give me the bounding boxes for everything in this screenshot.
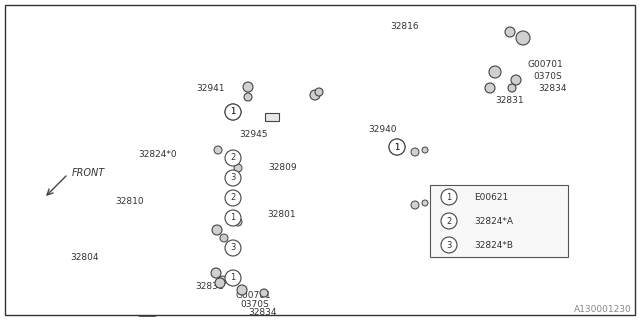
Text: 1: 1 (230, 213, 236, 222)
Circle shape (485, 83, 495, 93)
Circle shape (260, 289, 268, 297)
Text: 1: 1 (446, 193, 452, 202)
Text: 32824*A: 32824*A (474, 217, 513, 226)
Circle shape (212, 225, 222, 235)
Bar (227, 156, 239, 161)
Text: 2: 2 (446, 217, 452, 226)
Text: 32831: 32831 (195, 282, 223, 291)
Circle shape (411, 201, 419, 209)
Circle shape (225, 190, 241, 206)
Text: 1: 1 (394, 142, 399, 151)
Bar (227, 196, 239, 201)
Text: 32804: 32804 (70, 253, 99, 262)
Polygon shape (237, 148, 415, 172)
Text: 2: 2 (230, 194, 236, 203)
Text: 1: 1 (230, 108, 236, 116)
Circle shape (225, 170, 241, 186)
Circle shape (225, 104, 241, 120)
Circle shape (422, 147, 428, 153)
Circle shape (441, 189, 457, 205)
Circle shape (489, 66, 501, 78)
Text: 32834: 32834 (248, 308, 276, 317)
Circle shape (211, 268, 221, 278)
Text: 32824*0: 32824*0 (138, 150, 177, 159)
Text: E00621: E00621 (474, 193, 508, 202)
Bar (229, 216, 237, 220)
Text: 2: 2 (230, 154, 236, 163)
Bar (229, 246, 237, 250)
Text: 32801: 32801 (267, 210, 296, 219)
Text: 1: 1 (394, 142, 399, 151)
Circle shape (219, 276, 227, 284)
Text: FRONT: FRONT (72, 168, 105, 178)
Text: 3: 3 (446, 241, 452, 250)
Text: 32941: 32941 (196, 84, 225, 93)
Circle shape (225, 270, 241, 286)
Text: A130001230: A130001230 (574, 305, 632, 314)
Circle shape (508, 84, 516, 92)
Text: 0370S: 0370S (533, 72, 562, 81)
Circle shape (243, 82, 253, 92)
Circle shape (315, 88, 323, 96)
Text: 1: 1 (230, 108, 236, 116)
Circle shape (225, 240, 241, 256)
Circle shape (244, 93, 252, 101)
Text: G00701: G00701 (235, 291, 271, 300)
Circle shape (214, 146, 222, 154)
Circle shape (511, 75, 521, 85)
Bar (265, 113, 279, 121)
Circle shape (225, 104, 241, 120)
Circle shape (215, 278, 225, 288)
Circle shape (389, 139, 405, 155)
Circle shape (441, 213, 457, 229)
Bar (430, 185, 568, 257)
Text: 32809: 32809 (268, 163, 296, 172)
Circle shape (422, 200, 428, 206)
Text: 3: 3 (230, 244, 236, 252)
Circle shape (225, 210, 241, 226)
Circle shape (441, 237, 457, 253)
Text: 32816: 32816 (390, 22, 419, 31)
Circle shape (411, 148, 419, 156)
Text: 1: 1 (230, 274, 236, 283)
Text: 32824*B: 32824*B (474, 241, 513, 250)
Text: 32810: 32810 (115, 197, 143, 206)
Text: 3: 3 (230, 173, 236, 182)
Circle shape (389, 139, 405, 155)
Text: 32945: 32945 (239, 130, 268, 139)
Circle shape (234, 164, 242, 172)
Text: 32831: 32831 (495, 96, 524, 105)
Bar (227, 175, 239, 180)
Circle shape (220, 234, 228, 242)
Circle shape (310, 90, 320, 100)
Circle shape (237, 285, 247, 295)
Circle shape (225, 150, 241, 166)
Text: 32940: 32940 (368, 125, 397, 134)
Text: 0370S: 0370S (240, 300, 269, 309)
Text: 32834: 32834 (538, 84, 566, 93)
Circle shape (516, 31, 530, 45)
Text: G00701: G00701 (528, 60, 564, 69)
Circle shape (505, 27, 515, 37)
Polygon shape (314, 27, 511, 100)
Circle shape (234, 218, 242, 226)
Polygon shape (237, 201, 415, 226)
